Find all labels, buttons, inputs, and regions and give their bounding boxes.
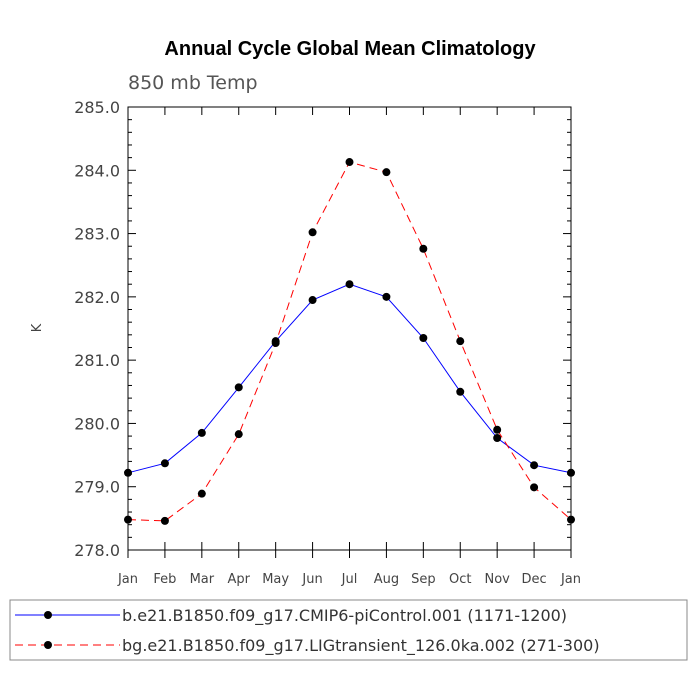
x-tick-label: Mar <box>190 572 215 587</box>
series-2-point <box>419 244 428 253</box>
series-1-point <box>530 461 539 470</box>
series-1-point <box>197 428 206 437</box>
x-tick-label: Sep <box>411 572 436 587</box>
plot-frame <box>127 106 572 551</box>
y-axis-ticks: 278.0 279.0 280.0 281.0 282.0 283.0 284.0 285.0 <box>74 98 571 560</box>
series-2-point <box>345 158 354 167</box>
series-group <box>124 158 575 525</box>
series-2-point <box>197 489 206 498</box>
y-tick-label: 280.0 <box>74 414 120 433</box>
legend-label-1: b.e21.B1850.f09_g17.CMIP6-piControl.001 … <box>122 606 567 626</box>
x-tick-label: Nov <box>484 572 510 587</box>
x-tick-label: Jan <box>117 572 138 587</box>
series-2-point <box>124 515 132 524</box>
x-tick-label: Jul <box>341 572 358 587</box>
y-tick-label: 281.0 <box>74 351 120 370</box>
series-1-point <box>345 280 354 289</box>
series-line-1 <box>127 283 572 474</box>
series-line-2 <box>127 161 572 522</box>
x-axis-ticks: Jan Feb Mar Apr May Jun Jul Aug Sep Oct Nov Dec Jan <box>117 107 581 587</box>
chart-subtitle: 850 mb Temp <box>128 72 258 94</box>
series-1-point <box>456 387 465 396</box>
series-2-point <box>530 483 539 492</box>
series-1-point <box>124 468 132 477</box>
y-axis-label: K <box>30 323 45 332</box>
y-tick-label: 282.0 <box>74 288 120 307</box>
y-tick-label: 278.0 <box>74 541 120 560</box>
series-1-point <box>160 459 169 468</box>
series-2-point <box>567 515 575 524</box>
series-1-point <box>308 296 317 305</box>
y-tick-label: 285.0 <box>74 98 120 117</box>
series-1-point <box>419 333 428 342</box>
series-1-point <box>382 292 391 301</box>
y-tick-label: 284.0 <box>74 161 120 180</box>
series-2-point <box>234 430 243 439</box>
x-tick-label: May <box>262 572 289 587</box>
series-2-point <box>382 168 391 177</box>
chart-title: Annual Cycle Global Mean Climatology <box>164 38 536 60</box>
x-tick-label: Jun <box>301 572 322 587</box>
x-tick-label: Apr <box>228 572 251 587</box>
legend-marker-2 <box>44 641 52 649</box>
x-tick-label: Dec <box>522 572 547 587</box>
x-tick-label: Aug <box>374 572 399 587</box>
series-1-point <box>567 468 575 477</box>
series-2-point <box>456 337 465 346</box>
legend-label-2: bg.e21.B1850.f09_g17.LIGtransient_126.0k… <box>122 636 600 656</box>
series-1-point <box>234 383 243 392</box>
x-tick-label: Oct <box>449 572 471 587</box>
y-tick-label: 279.0 <box>74 478 120 497</box>
series-1-point <box>493 433 502 442</box>
x-tick-label: Feb <box>153 572 176 587</box>
x-tick-label: Jan <box>560 572 581 587</box>
series-2-point <box>160 516 169 525</box>
y-tick-label: 283.0 <box>74 225 120 244</box>
series-2-point <box>308 228 317 237</box>
legend: b.e21.B1850.f09_g17.CMIP6-piControl.001 … <box>9 599 688 661</box>
legend-box <box>9 599 688 661</box>
series-2-point <box>271 339 280 348</box>
series-2-point <box>493 425 502 434</box>
legend-marker-1 <box>44 611 52 619</box>
